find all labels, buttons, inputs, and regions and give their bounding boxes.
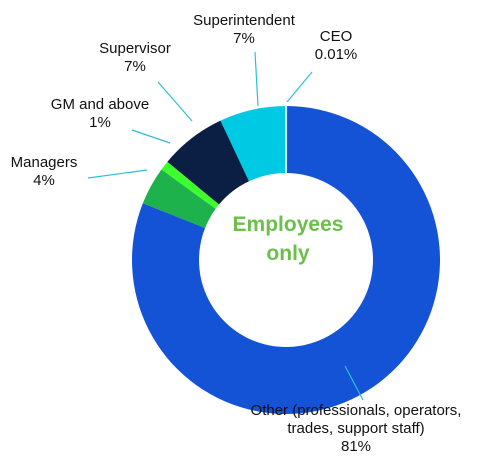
center-label: Employees only [232, 213, 344, 265]
category-name: Supervisor [99, 40, 171, 57]
leader-line [344, 365, 364, 401]
donut-slice [161, 161, 219, 209]
slice-label: Managers 4% [11, 154, 78, 190]
slice-label: Other (professionals, operators, trades,… [251, 402, 462, 456]
category-name: CEO [319, 28, 353, 45]
slice-label: Superintendent 7% [193, 12, 295, 48]
slice-label: CEO 0.01% [315, 28, 358, 64]
value-label: 4% [33, 172, 55, 189]
leader-line [131, 129, 171, 144]
value-label: 81% [340, 438, 372, 455]
category-name: Managers [10, 154, 78, 171]
slice-label: Supervisor 7% [99, 40, 171, 76]
leader-line [286, 71, 313, 103]
leader-line [87, 169, 148, 179]
value-label: 1% [89, 114, 111, 131]
donut-slice [220, 106, 286, 182]
slice-label: GM and above 1% [51, 96, 149, 132]
donut-slice [167, 120, 249, 205]
category-name: Other (professionals, operators, trades,… [250, 402, 462, 437]
leader-line [254, 51, 259, 107]
leader-line [157, 81, 193, 122]
value-label: 0.01% [314, 46, 358, 63]
donut-slice [142, 169, 216, 228]
value-label: 7% [233, 30, 255, 47]
value-label: 7% [124, 58, 146, 75]
donut-slice [131, 106, 441, 414]
category-name: GM and above [50, 96, 150, 113]
category-name: Superintendent [193, 12, 295, 29]
